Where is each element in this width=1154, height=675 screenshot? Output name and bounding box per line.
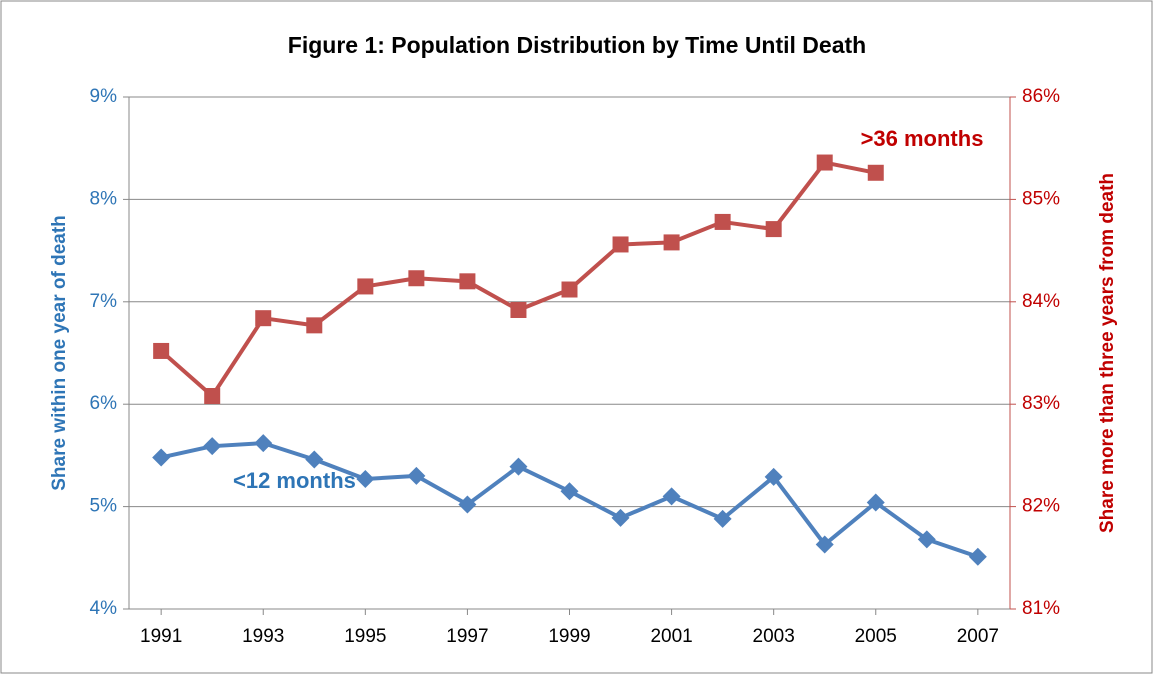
point xyxy=(408,270,425,287)
point xyxy=(611,508,630,527)
point xyxy=(254,434,273,453)
point xyxy=(152,448,171,467)
point xyxy=(204,388,221,405)
y2-tick-label: 86% xyxy=(1022,86,1060,107)
y2-tick-label: 81% xyxy=(1022,598,1060,619)
y-tick-label: 7% xyxy=(90,291,118,312)
point xyxy=(356,469,375,488)
x-tick-label: 1993 xyxy=(242,626,284,647)
y2-tick-label: 84% xyxy=(1022,291,1060,312)
y-axis-label: Share within one year of death xyxy=(49,215,70,491)
y2-axis-label: Share more than three years from death xyxy=(1097,173,1118,533)
x-tick-label: 1991 xyxy=(140,626,182,647)
x-tick-label: 1995 xyxy=(344,626,386,647)
point xyxy=(560,482,579,501)
point xyxy=(816,154,833,171)
y2-tick-label: 82% xyxy=(1022,496,1060,517)
point xyxy=(764,467,783,486)
point xyxy=(459,273,476,290)
point xyxy=(713,509,732,528)
y2-tick-label: 85% xyxy=(1022,188,1060,209)
point xyxy=(305,450,324,469)
point xyxy=(714,213,731,230)
point xyxy=(612,236,629,253)
point xyxy=(357,278,374,295)
y-tick-label: 9% xyxy=(90,86,118,107)
point xyxy=(968,547,987,566)
point xyxy=(917,530,936,549)
y-tick-label: 6% xyxy=(90,393,118,414)
point xyxy=(153,342,170,359)
point xyxy=(510,301,527,318)
point xyxy=(867,164,884,181)
x-tick-label: 2005 xyxy=(855,626,897,647)
series-label: <12 months xyxy=(233,468,356,493)
point xyxy=(663,234,680,251)
point xyxy=(561,281,578,298)
y2-tick-label: 83% xyxy=(1022,393,1060,414)
x-tick-label: 2003 xyxy=(753,626,795,647)
point xyxy=(203,437,222,456)
x-tick-label: 1999 xyxy=(548,626,590,647)
point xyxy=(407,466,426,485)
x-tick-label: 2001 xyxy=(650,626,692,647)
point xyxy=(509,457,528,476)
point xyxy=(306,317,323,334)
point xyxy=(815,535,834,554)
point xyxy=(765,221,782,238)
point xyxy=(662,487,681,506)
series-label: >36 months xyxy=(861,126,984,151)
x-tick-label: 2007 xyxy=(957,626,999,647)
y-tick-label: 4% xyxy=(90,598,118,619)
y-tick-label: 5% xyxy=(90,496,118,517)
chart-title: Figure 1: Population Distribution by Tim… xyxy=(288,32,866,58)
point xyxy=(866,493,885,512)
y-tick-label: 8% xyxy=(90,188,118,209)
x-tick-label: 1997 xyxy=(446,626,488,647)
point xyxy=(255,310,272,327)
point xyxy=(458,495,477,514)
